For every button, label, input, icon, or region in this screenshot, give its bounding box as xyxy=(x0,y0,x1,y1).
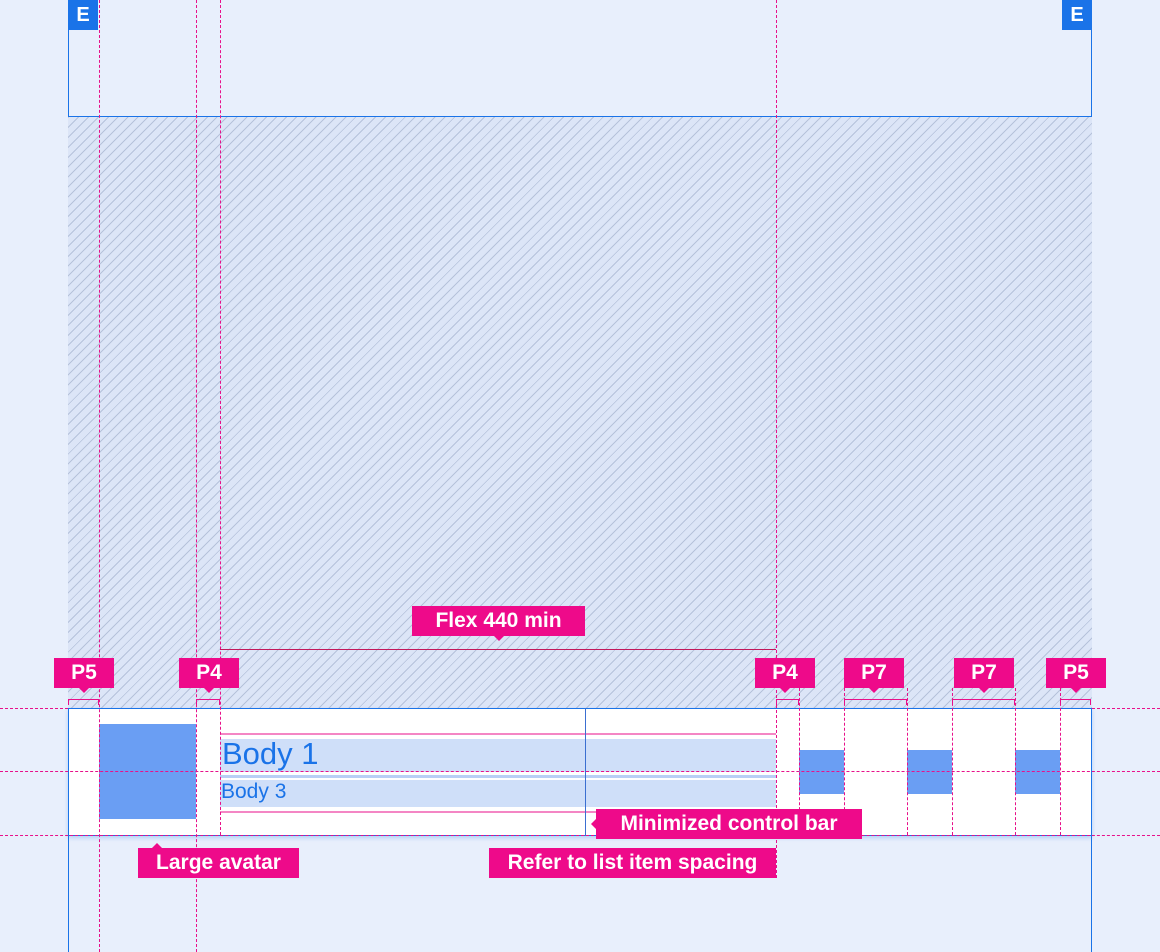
text-bottom-line xyxy=(220,811,776,813)
padding-label: P4 xyxy=(179,658,239,693)
center-guide-line xyxy=(0,771,1160,772)
minimized-control-bar-label: Minimized control bar xyxy=(591,809,862,839)
spacing-bracket xyxy=(844,699,907,705)
control-icon-2[interactable] xyxy=(907,750,952,794)
padding-label: P5 xyxy=(54,658,114,693)
guide-line xyxy=(952,688,953,835)
text-top-line xyxy=(220,733,776,735)
spacing-bracket xyxy=(952,699,1015,705)
guide-line xyxy=(844,688,845,835)
guide-line xyxy=(799,688,800,835)
spacing-bracket xyxy=(196,699,220,705)
padding-label: P4 xyxy=(755,658,815,693)
guide-line xyxy=(776,0,777,878)
guide-line xyxy=(99,0,100,952)
spacing-bracket xyxy=(1060,699,1091,705)
body1-text: Body 1 xyxy=(220,738,776,772)
control-icon-3[interactable] xyxy=(1015,750,1060,794)
edge-badge-right: E xyxy=(1062,0,1092,30)
flex-label: Flex 440 min xyxy=(412,606,585,641)
guide-line xyxy=(1015,688,1016,835)
guide-line xyxy=(0,708,68,709)
flex-measure-line xyxy=(220,649,776,650)
guide-line xyxy=(196,0,197,952)
control-icon-1[interactable] xyxy=(799,750,844,794)
body3-text: Body 3 xyxy=(220,780,776,807)
text-split-line xyxy=(585,708,586,836)
list-spacing-label: Refer to list item spacing xyxy=(489,848,776,878)
guide-line xyxy=(220,0,221,835)
padding-label: P7 xyxy=(954,658,1014,693)
edge-badge-left: E xyxy=(68,0,98,30)
spacing-bracket xyxy=(776,699,799,705)
padding-label: P5 xyxy=(1046,658,1106,693)
padding-label: P7 xyxy=(844,658,904,693)
guide-line xyxy=(907,688,908,835)
text-divider xyxy=(220,775,776,778)
large-avatar-label: Large avatar xyxy=(138,843,299,878)
guide-line xyxy=(0,835,1160,836)
spacing-bracket xyxy=(68,699,99,705)
guide-line xyxy=(1060,688,1061,835)
guide-line xyxy=(1092,708,1160,709)
